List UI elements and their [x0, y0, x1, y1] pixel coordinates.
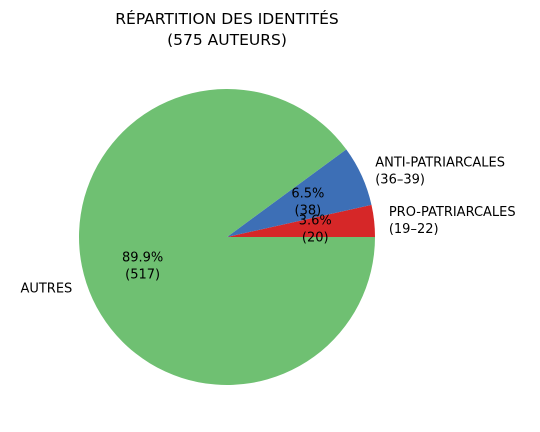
- slice-label-2: AUTRES: [20, 282, 72, 297]
- chart-title-line2: (575 AUTEURS): [167, 31, 287, 49]
- pie-labels: PRO-PATRIARCALES (19–22) 3.6% (20) ANTI-PATR…: [20, 156, 515, 297]
- chart-title-line1: RÉPARTITION DES IDENTITÉS: [115, 9, 339, 28]
- slice-label-0: PRO-PATRIARCALES (19–22): [389, 205, 516, 237]
- pie-slices: [79, 89, 376, 386]
- slice-pct-label-0: 3.6% (20): [299, 213, 332, 245]
- slice-pct-label-2: 89.9% (517): [122, 251, 163, 283]
- pie-slice-2: [79, 89, 376, 386]
- pie-slice-0: [227, 204, 375, 237]
- slice-label-1: ANTI-PATRIARCALES (36–39): [375, 156, 505, 188]
- slice-pct-label-1: 6.5% (38): [291, 186, 324, 218]
- pie-slice-1: [227, 149, 372, 237]
